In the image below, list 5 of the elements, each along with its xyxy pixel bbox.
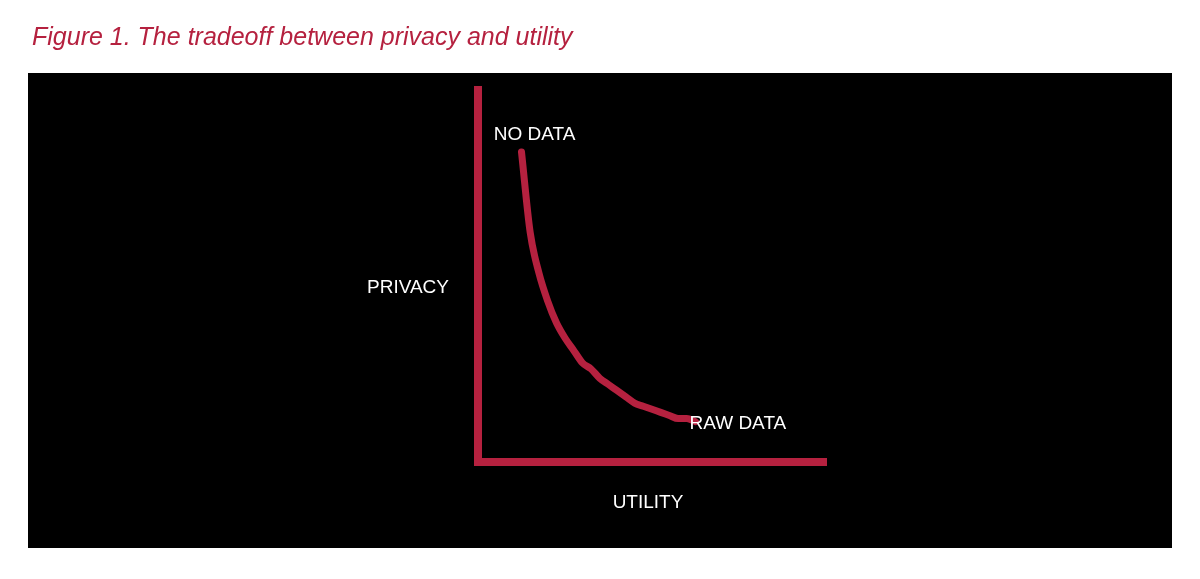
text: NO DATA	[493, 123, 576, 145]
y-axis-title: PRIVACY	[366, 276, 450, 298]
chart-title: Figure 1. The tradeoff between privacy and utility	[32, 22, 573, 51]
x-axis-title: UTILITY	[612, 491, 684, 513]
annotation: RAW DATA	[689, 411, 787, 433]
